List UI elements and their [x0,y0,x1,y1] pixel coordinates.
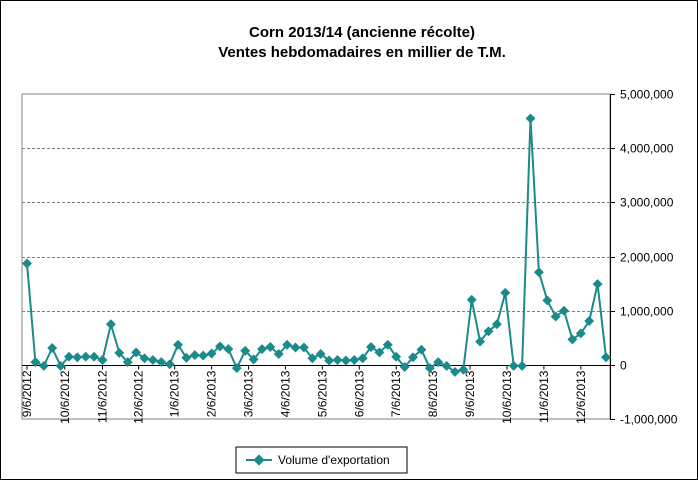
data-point [475,336,486,347]
data-point [324,355,335,366]
x-tick-label: 1/6/2013 [168,370,182,417]
y-tick-label: 1,000,000 [620,305,674,319]
legend-label: Volume d'exportation [278,453,390,467]
data-point [567,334,578,345]
legend: Volume d'exportation [235,446,408,474]
data-point [550,311,561,322]
y-tick-label: 2,000,000 [620,251,674,265]
data-point [533,267,544,278]
data-point [592,279,603,290]
x-tick-label: 9/6/2012 [20,370,34,417]
data-point [542,295,553,306]
data-point [458,364,469,375]
data-point [391,351,402,362]
y-tick-label: 4,000,000 [620,142,674,156]
chart-subtitle: Ventes hebdomadaires en millier de T.M. [218,44,506,61]
data-point [290,342,301,353]
data-point [307,353,318,364]
data-point [584,316,595,326]
data-point [257,344,267,355]
x-tick-label: 7/6/2013 [389,370,403,417]
data-point [559,305,569,316]
data-point [206,348,217,359]
data-point [340,355,351,366]
legend-marker [253,454,265,466]
x-tick-label: 6/6/2013 [352,370,366,417]
data-point [215,341,225,352]
series-line [26,117,607,373]
data-point [198,350,209,361]
data-point [173,339,183,350]
data-point [349,355,360,365]
data-point [248,354,259,365]
data-point [508,360,519,371]
data-point [466,294,477,305]
data-point [298,342,309,353]
data-point [366,342,376,352]
data-point [416,344,427,355]
x-tick-label: 9/6/2013 [463,370,477,417]
data-point [450,366,460,377]
x-tick-label: 10/6/2012 [58,370,72,424]
y-tick-label: 5,000,000 [620,88,674,102]
data-point [601,352,611,363]
data-point [273,349,284,359]
data-point [408,352,418,363]
data-point [231,363,242,374]
x-tick-label: 4/6/2013 [278,370,292,417]
data-point [282,339,293,350]
x-axis-ticks: 9/6/2012 10/6/2012 11/6/2012 12/6/2012 1/6/2… [20,365,588,424]
y-tick-label: 3,000,000 [620,196,674,210]
data-point [500,287,511,298]
data-point [525,113,536,124]
x-tick-label: 3/6/2013 [242,370,256,417]
data-point [374,347,385,358]
data-point [399,362,410,372]
data-point [441,360,452,371]
data-point [357,353,368,364]
x-tick-label: 11/6/2013 [537,370,551,423]
x-tick-label: 11/6/2012 [96,370,110,423]
y-tick-label: 0 [620,359,627,373]
x-tick-label: 8/6/2013 [426,370,440,417]
data-point [147,355,158,365]
data-point [433,357,444,368]
x-tick-label: 10/6/2013 [500,370,514,424]
data-point [483,326,494,337]
data-point [382,339,393,350]
y-tick-label: -1,000,000 [620,413,678,427]
y-axis-ticks: -1,000,000 0 1,000,000 2,000,000 3,000,000 4,… [610,88,678,427]
data-point [156,357,167,368]
data-point [181,352,192,363]
data-point [315,349,326,359]
chart-title: Corn 2013/14 (ancienne récolte) [249,24,475,41]
data-point [332,355,343,365]
x-tick-label: 5/6/2013 [315,370,329,417]
data-point [139,353,150,364]
data-point [575,328,586,339]
x-tick-label: 12/6/2013 [574,370,588,424]
data-point [164,359,175,370]
x-tick-label: 2/6/2013 [205,370,219,417]
data-point [131,347,142,358]
x-tick-label: 12/6/2012 [132,370,146,424]
data-point [424,363,435,374]
data-point [491,319,502,330]
data-point [189,350,200,361]
data-point [265,342,276,352]
data-point [517,360,528,371]
data-point [240,345,251,356]
data-point [223,344,234,355]
